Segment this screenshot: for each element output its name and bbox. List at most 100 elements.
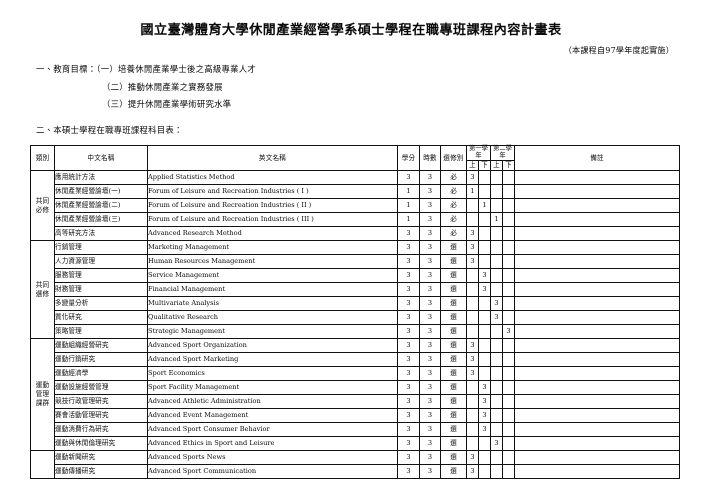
credits-cell: 3 — [397, 436, 420, 452]
course-name-en: Financial Management — [147, 282, 398, 298]
year1-first-half-cell — [466, 324, 479, 340]
table-row: 策略管理 Strategic Management 3 3 選 3 — [31, 324, 680, 340]
year1-second-half-cell — [478, 240, 491, 256]
year1-first-half-cell: 3 — [466, 338, 479, 354]
goal-line-3: （三）提升休閒產業學術研究水準 — [102, 99, 232, 110]
hours-cell: 3 — [419, 282, 441, 298]
header-year2-second-half: 下 — [502, 160, 515, 172]
year1-first-half-cell — [466, 296, 479, 312]
header-year1-first-half: 上 — [466, 160, 479, 172]
course-type-cell: 選 — [440, 422, 467, 438]
course-name-zh: 運動設施經營管理 — [54, 380, 148, 396]
course-type-cell: 選 — [440, 408, 467, 424]
course-name-zh: 運動組織經營研究 — [54, 338, 148, 354]
category-line: 共同 — [35, 280, 50, 289]
notes-cell — [514, 450, 680, 466]
credits-cell: 3 — [397, 254, 420, 270]
hours-cell: 3 — [419, 198, 441, 214]
course-name-zh: 人力資源管理 — [54, 254, 148, 270]
course-type-cell: 選 — [440, 436, 467, 452]
table-row: 質化研究 Qualitative Research 3 3 選 3 — [31, 310, 680, 326]
hours-cell: 3 — [419, 226, 441, 242]
year2-second-half-cell — [502, 436, 515, 452]
course-table-head: 類別 中文名稱 英文名稱 學分 時數 選修別 第一學年 第二學年 備註 上 下 … — [30, 145, 680, 172]
course-type-cell: 選 — [440, 338, 467, 354]
credits-cell: 3 — [397, 282, 420, 298]
table-row: 休閒產業經營論壇(三) Forum of Leisure and Recreati… — [31, 212, 680, 228]
hours-cell: 3 — [419, 464, 441, 480]
credits-cell: 3 — [397, 268, 420, 284]
hours-cell: 3 — [419, 436, 441, 452]
course-type-cell: 選 — [440, 450, 467, 466]
year2-second-half-cell — [502, 282, 515, 298]
course-type-cell: 選 — [440, 254, 467, 270]
year1-second-half-cell — [478, 226, 491, 242]
year2-second-half-cell — [502, 268, 515, 284]
course-name-en: Qualitative Research — [147, 310, 398, 326]
hours-cell: 3 — [419, 268, 441, 284]
category-line: 管理 — [35, 390, 50, 399]
course-name-zh: 運動經濟學 — [54, 366, 148, 382]
year2-first-half-cell: 3 — [490, 310, 503, 326]
year2-first-half-cell — [490, 464, 503, 480]
year2-first-half-cell — [490, 394, 503, 410]
year2-second-half-cell — [502, 296, 515, 312]
category-line: 共同 — [35, 196, 50, 205]
notes-cell — [514, 254, 680, 270]
course-name-en: Applied Statistics Method — [147, 170, 398, 186]
year1-second-half-cell — [478, 212, 491, 228]
year1-second-half-cell — [478, 366, 491, 382]
year1-first-half-cell — [466, 422, 479, 438]
course-type-cell: 必 — [440, 184, 467, 200]
notes-cell — [514, 184, 680, 200]
table-row: 休閒產業經營論壇(一) Forum of Leisure and Recreati… — [31, 184, 680, 200]
year2-second-half-cell — [502, 184, 515, 200]
year2-first-half-cell — [490, 240, 503, 256]
year2-second-half-cell: 3 — [502, 324, 515, 340]
year2-first-half-cell: 3 — [490, 436, 503, 452]
year1-second-half-cell — [478, 464, 491, 480]
course-name-en: Advanced Athletic Administration — [147, 394, 398, 410]
header-notes: 備註 — [514, 145, 680, 172]
notes-cell — [514, 436, 680, 452]
credits-cell: 3 — [397, 450, 420, 466]
year2-first-half-cell — [490, 226, 503, 242]
notes-cell — [514, 282, 680, 298]
course-type-cell: 選 — [440, 310, 467, 326]
notes-cell — [514, 240, 680, 256]
credits-cell: 3 — [397, 464, 420, 480]
year1-first-half-cell — [466, 408, 479, 424]
credits-cell: 1 — [397, 198, 420, 214]
hours-cell: 3 — [419, 184, 441, 200]
notes-cell — [514, 268, 680, 284]
hours-cell: 3 — [419, 254, 441, 270]
table-row: 高等研究方法 Advanced Research Method 3 3 必 3 — [31, 226, 680, 242]
course-name-en: Advanced Sport Organization — [147, 338, 398, 354]
year1-second-half-cell — [478, 254, 491, 270]
course-type-cell: 選 — [440, 240, 467, 256]
notes-cell — [514, 380, 680, 396]
notes-cell — [514, 198, 680, 214]
course-name-en: Human Resources Management — [147, 254, 398, 270]
credits-cell: 3 — [397, 366, 420, 382]
year1-first-half-cell — [466, 212, 479, 228]
year1-second-half-cell — [478, 352, 491, 368]
document-subtitle: （本課程自97學年度起實施） — [563, 44, 674, 55]
year2-first-half-cell — [490, 184, 503, 200]
course-name-zh: 行銷管理 — [54, 240, 148, 256]
year2-second-half-cell — [502, 310, 515, 326]
category-cell — [30, 450, 55, 480]
credits-cell: 1 — [397, 212, 420, 228]
year1-second-half-cell — [478, 324, 491, 340]
table-row: 賽會活動管理研究 Advanced Event Management 3 3 選 3 — [31, 408, 680, 424]
course-type-cell: 必 — [440, 212, 467, 228]
year1-first-half-cell: 1 — [466, 184, 479, 200]
year1-first-half-cell — [466, 198, 479, 214]
course-name-en: Marketing Management — [147, 240, 398, 256]
year1-first-half-cell: 3 — [466, 254, 479, 270]
header-english-name: 英文名稱 — [147, 145, 398, 172]
year2-first-half-cell — [490, 366, 503, 382]
hours-cell: 3 — [419, 394, 441, 410]
category-line: 運動 — [35, 381, 50, 390]
